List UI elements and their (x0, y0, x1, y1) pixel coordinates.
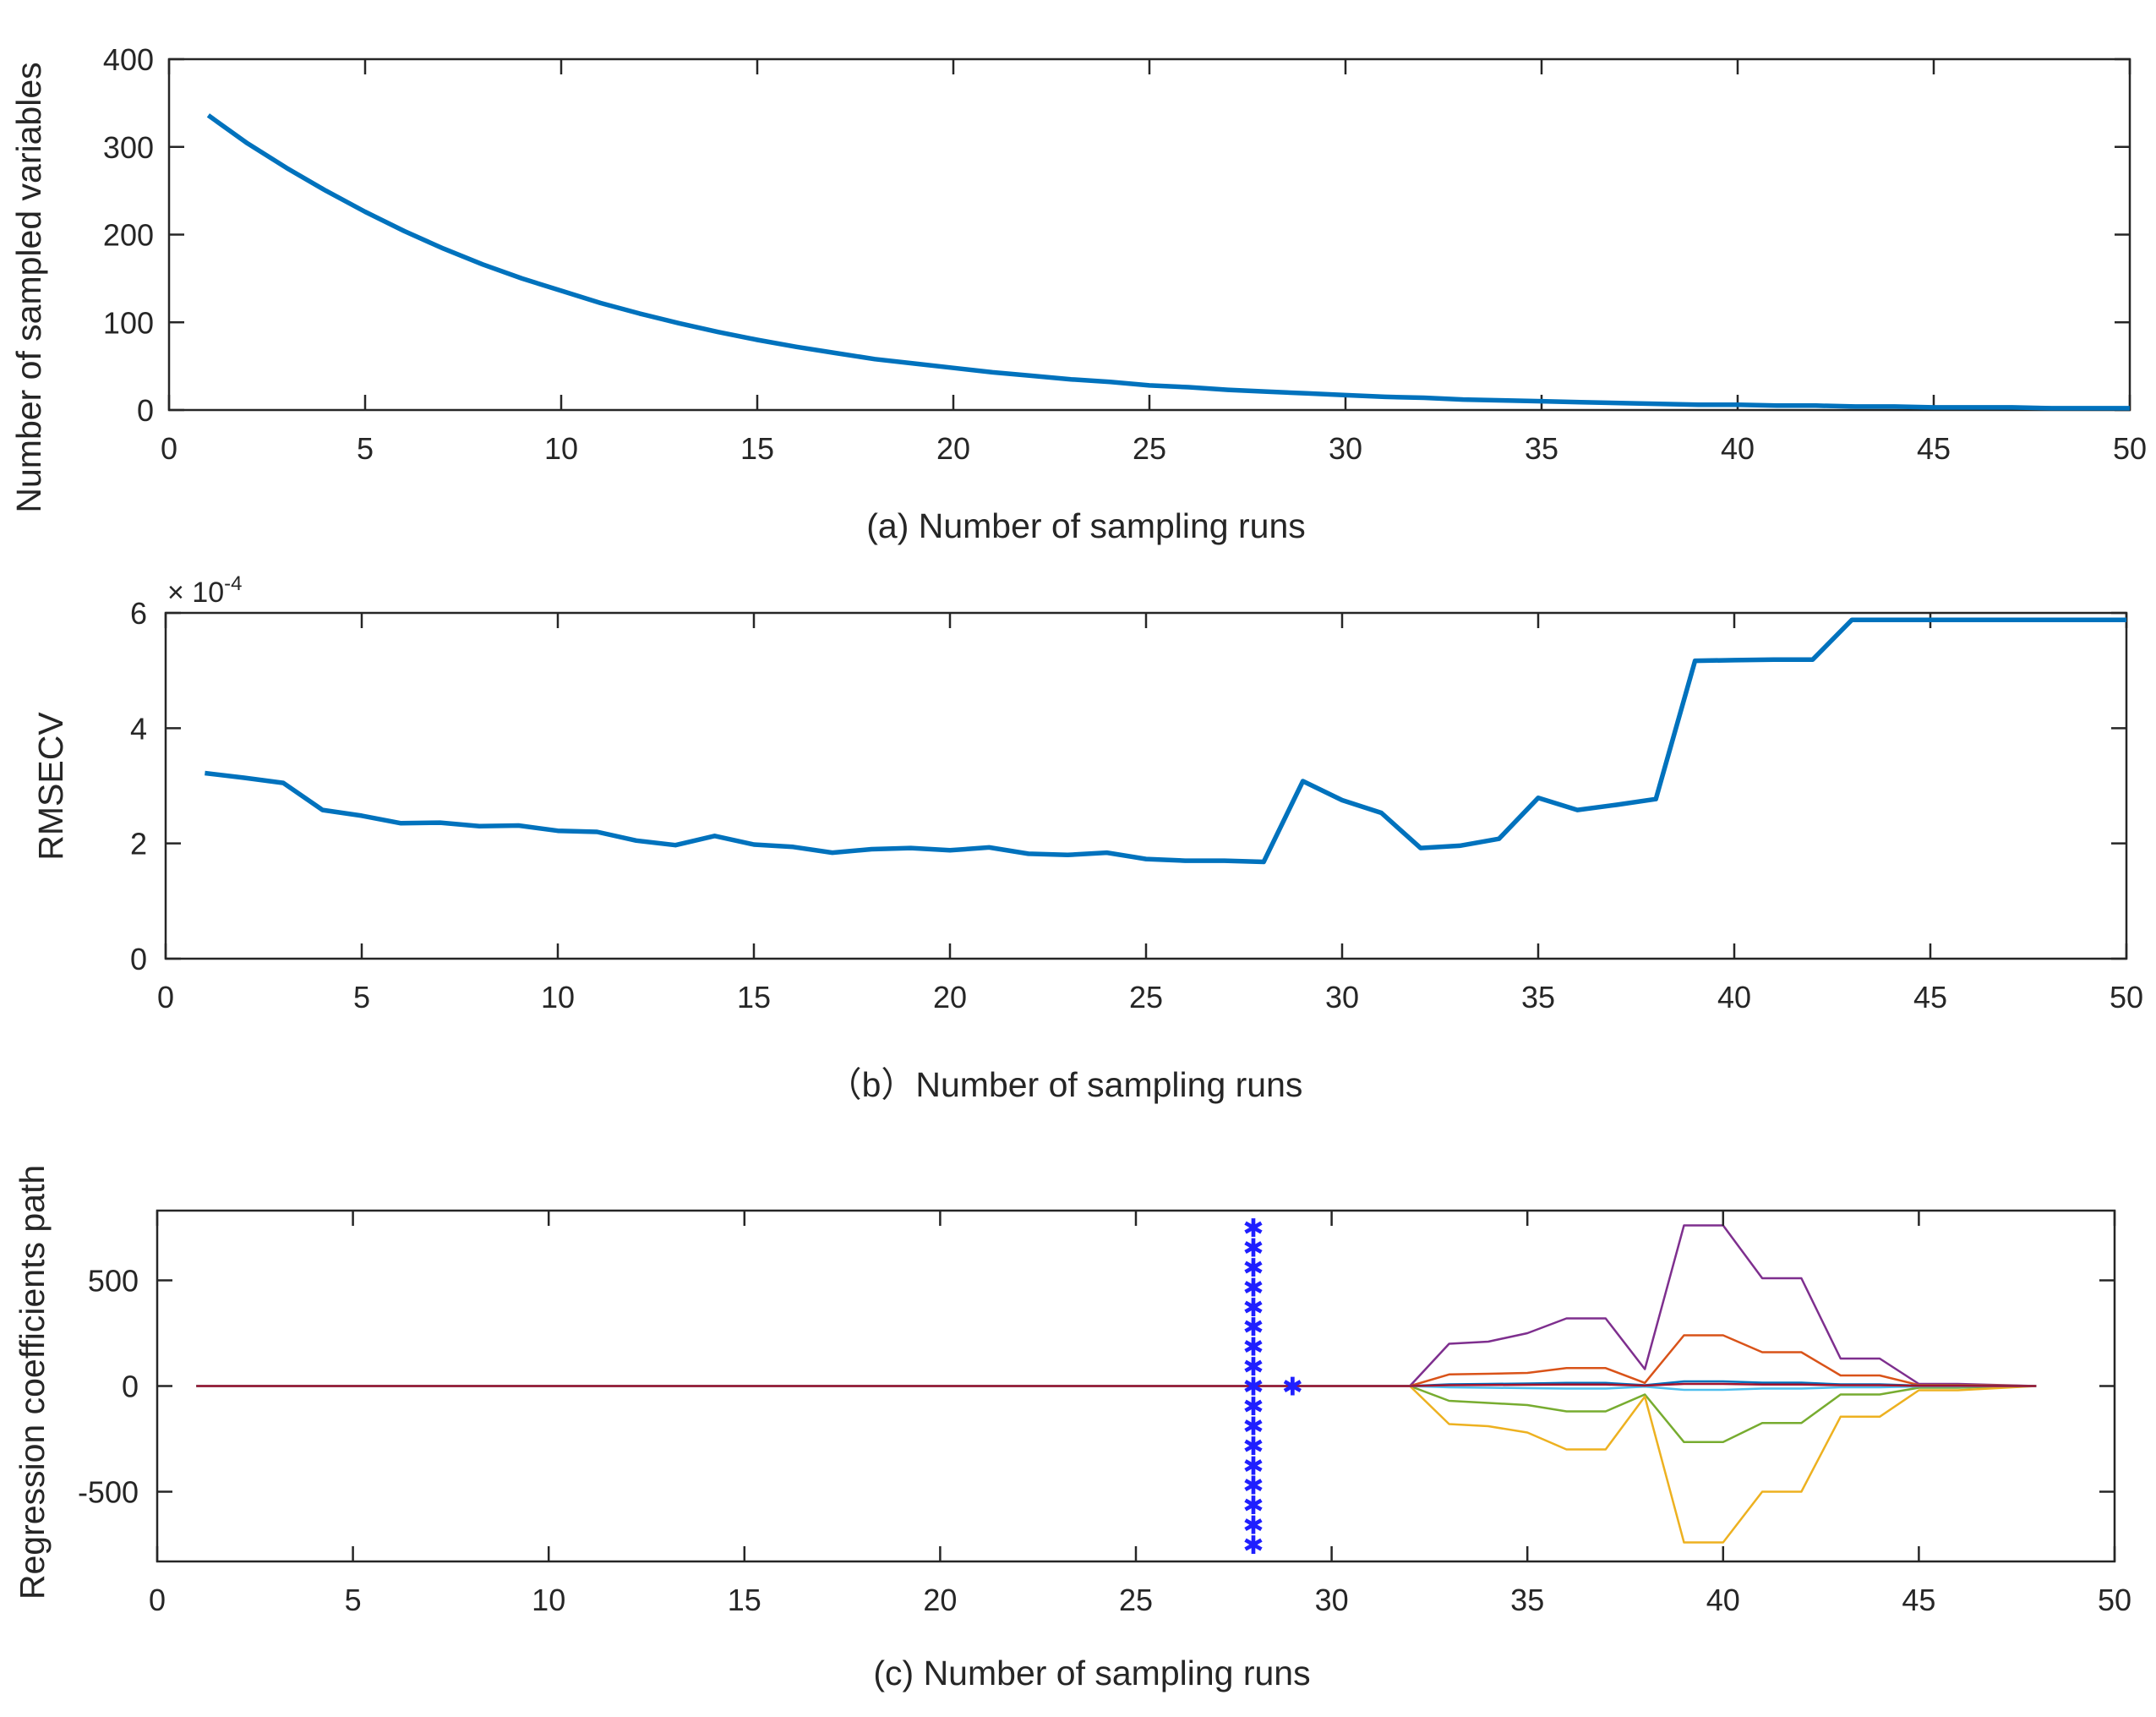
x-tick-label: 40 (1717, 980, 1751, 1014)
x-tick-label: 50 (2098, 1583, 2131, 1617)
y-tick-label: 0 (122, 1370, 139, 1404)
panel-a-number-of-sampled-variables: 0 5 10 15 20 25 30 35 40 45 50 0 100 200 300 400 Number… (9, 42, 2147, 545)
panel-c-markers: ✱✱✱✱✱✱✱✱✱✱✱✱✱✱✱✱✱✱ (1242, 1214, 1302, 1561)
optimal-run-star-marker: ✱ (1242, 1531, 1264, 1561)
y-tick-label: 0 (137, 393, 154, 428)
x-tick-label: 0 (157, 980, 174, 1014)
x-tick-label: 35 (1525, 431, 1558, 466)
optimal-run-star-marker: ✱ (1242, 1491, 1264, 1521)
optimal-run-star-marker: ✱ (1242, 1452, 1264, 1481)
optimal-run-star-marker: ✱ (1242, 1313, 1264, 1342)
x-tick-label: 0 (161, 431, 177, 466)
series-line-coef-2 (196, 1334, 2037, 1387)
optimal-run-star-marker: ✱ (1242, 1472, 1264, 1501)
panel-a-ticks: 0 5 10 15 20 25 30 35 40 45 50 0 100 200 300 400 (103, 42, 2147, 466)
panel-b-scale-factor: × 10-4 (167, 572, 242, 609)
series-line-coef-7 (196, 1382, 2037, 1387)
x-tick-label: 30 (1325, 980, 1359, 1014)
y-tick-label: 2 (130, 827, 147, 861)
optimal-run-star-marker: ✱ (1242, 1273, 1264, 1303)
series-line-coef-3 (196, 1385, 2037, 1444)
panel-b-scale-exponent: -4 (224, 572, 242, 595)
panel-b-ylabel: RMSECV (31, 712, 70, 861)
y-tick-label: 100 (103, 305, 154, 340)
x-tick-label: 45 (1917, 431, 1951, 466)
optimal-run-star-marker: ✱ (1242, 1233, 1264, 1263)
y-tick-label: 0 (130, 942, 147, 976)
x-tick-label: 35 (1510, 1583, 1544, 1617)
x-tick-label: 25 (1129, 980, 1163, 1014)
optimal-run-star-marker: ✱ (1242, 1373, 1264, 1403)
x-tick-label: 35 (1521, 980, 1555, 1014)
x-tick-label: 5 (353, 980, 370, 1014)
panel-c-caption: (c) Number of sampling runs (873, 1654, 1310, 1692)
x-tick-label: 40 (1721, 431, 1755, 466)
panel-b-caption: （b）Number of sampling runs (827, 1065, 1303, 1104)
panel-a-axes-box (167, 57, 2131, 412)
series-line-coef-4 (196, 1385, 2037, 1544)
panel-b-ticks: 0 5 10 15 20 25 30 35 40 45 50 0 2 4 6 (130, 596, 2143, 1014)
x-tick-label: 50 (2110, 980, 2143, 1014)
panel-a-series (206, 113, 2130, 411)
x-tick-label: 25 (1119, 1583, 1153, 1617)
x-tick-label: 15 (737, 980, 771, 1014)
extra-star-marker: ✱ (1282, 1373, 1303, 1403)
x-tick-label: 15 (740, 431, 774, 466)
y-tick-label: 200 (103, 218, 154, 253)
x-tick-label: 20 (936, 431, 970, 466)
panel-a-ylabel: Number of sampled variables (9, 62, 48, 512)
panel-c-series (196, 1224, 2037, 1544)
x-tick-label: 30 (1315, 1583, 1349, 1617)
series-line-sampled-variables (206, 113, 2130, 411)
x-tick-label: 15 (728, 1583, 761, 1617)
y-tick-label: 500 (88, 1264, 139, 1299)
optimal-run-star-marker: ✱ (1242, 1254, 1264, 1283)
x-tick-label: 50 (2113, 431, 2147, 466)
panel-a-caption: (a) Number of sampling runs (866, 506, 1306, 545)
y-tick-label: 300 (103, 130, 154, 165)
y-tick-label: 4 (130, 711, 147, 746)
x-tick-label: 10 (532, 1583, 565, 1617)
panel-c-ticks: 0 5 10 15 20 25 30 35 40 45 50 -500 0 500 (78, 1211, 2131, 1617)
optimal-run-star-marker: ✱ (1242, 1512, 1264, 1541)
optimal-run-star-marker: ✱ (1242, 1392, 1264, 1422)
x-tick-label: 5 (357, 431, 374, 466)
x-tick-label: 45 (1913, 980, 1947, 1014)
y-tick-label: -500 (78, 1475, 139, 1510)
y-tick-label: 400 (103, 42, 154, 77)
x-tick-label: 45 (1902, 1583, 1935, 1617)
optimal-run-star-marker: ✱ (1242, 1333, 1264, 1363)
x-tick-label: 10 (544, 431, 578, 466)
x-tick-label: 5 (345, 1583, 362, 1617)
x-tick-label: 0 (149, 1583, 166, 1617)
panel-b-scale-base: × 10 (167, 577, 224, 609)
series-line-coef-1 (196, 1224, 2037, 1387)
optimal-run-star-marker: ✱ (1242, 1293, 1264, 1323)
panel-b-series (205, 617, 2126, 865)
x-tick-label: 25 (1133, 431, 1166, 466)
panel-c-regression-coefficients-path: ✱✱✱✱✱✱✱✱✱✱✱✱✱✱✱✱✱✱ 0 5 10 15 20 25 30 35 40 45 50-… (13, 1165, 2131, 1692)
y-tick-label: 6 (130, 596, 147, 631)
x-tick-label: 10 (541, 980, 575, 1014)
x-tick-label: 40 (1706, 1583, 1740, 1617)
optimal-run-star-marker: ✱ (1242, 1412, 1264, 1441)
x-tick-label: 20 (933, 980, 967, 1014)
series-line-RMSECV (205, 617, 2126, 865)
x-tick-label: 20 (923, 1583, 957, 1617)
panel-b-axes-box (164, 611, 2128, 960)
panel-c-ylabel: Regression coefficients path (13, 1165, 52, 1599)
optimal-run-star-marker: ✱ (1242, 1353, 1264, 1382)
optimal-run-star-marker: ✱ (1242, 1432, 1264, 1462)
optimal-run-star-marker: ✱ (1242, 1214, 1264, 1244)
panel-b-rmsecv: 0 5 10 15 20 25 30 35 40 45 50 0 2 4 6 × 10-4 RMSECV （… (31, 572, 2143, 1104)
x-tick-label: 30 (1329, 431, 1362, 466)
